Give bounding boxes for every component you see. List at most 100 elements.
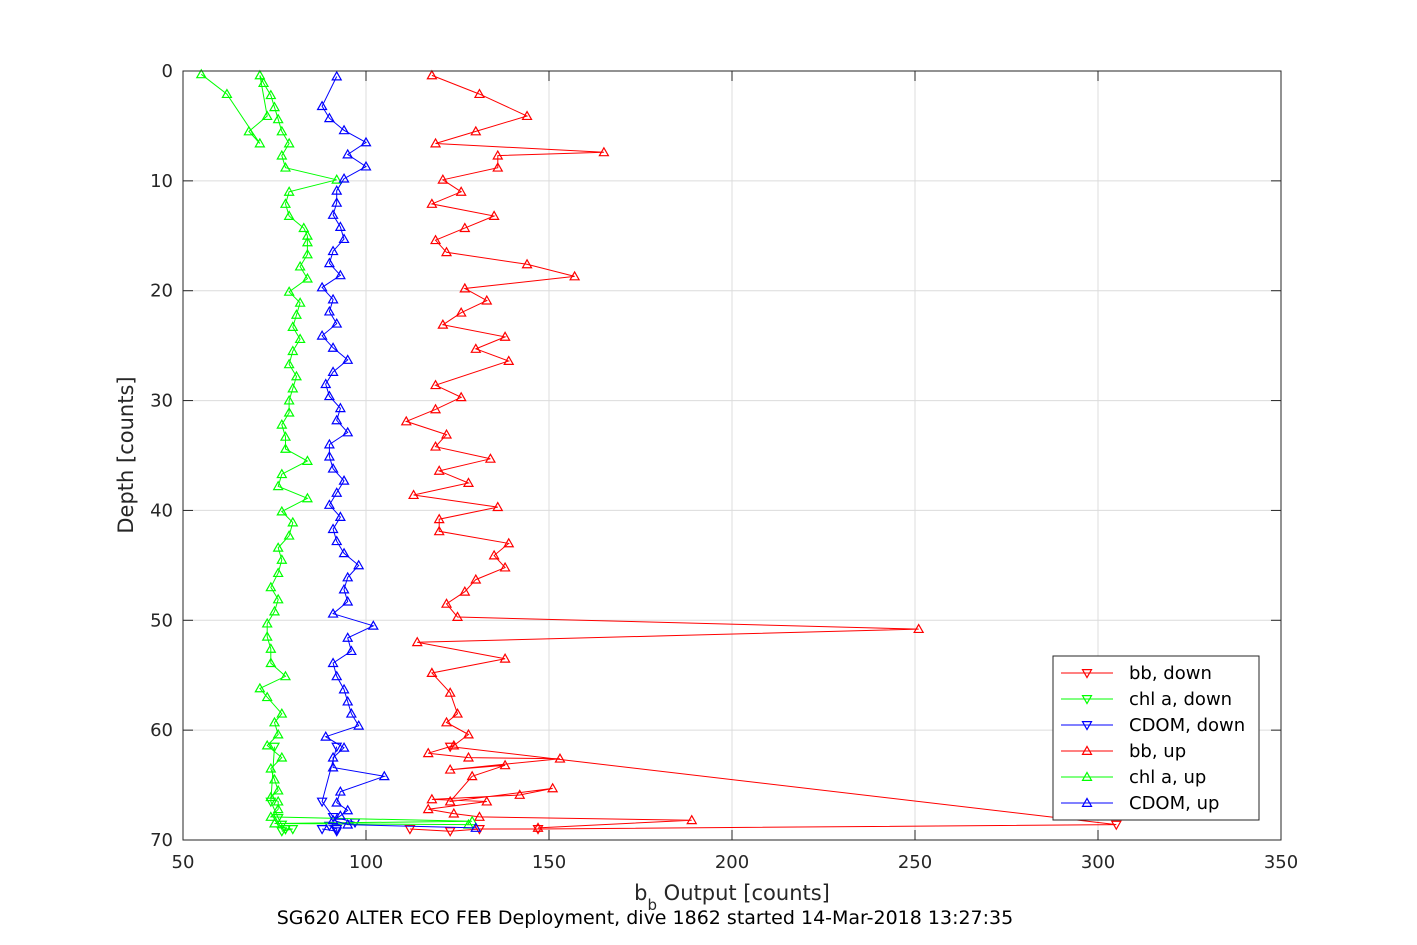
data-point-bb-up: [492, 149, 504, 160]
ticks: 50 100 150 200 250 300 350 0 10 20 30 40 50 60 70: [150, 61, 1298, 873]
data-point-chl-a-up: [301, 272, 313, 283]
data-point-cdom-up: [331, 414, 343, 425]
data-point-bb-up: [521, 110, 533, 121]
data-point-chl-a-up: [265, 581, 277, 592]
data-point-cdom-up: [342, 148, 354, 159]
y-tick-label: 40: [150, 500, 173, 521]
data-point-chl-a-up: [287, 382, 299, 393]
data-point-bb-up: [499, 759, 511, 770]
data-point-cdom-up: [360, 136, 372, 147]
data-point-bb-up: [455, 391, 467, 402]
data-point-bb-up: [569, 270, 581, 281]
data-point-chl-a-up: [268, 817, 281, 828]
y-tick-label: 20: [150, 281, 173, 302]
data-point-chl-a-up: [272, 567, 284, 578]
data-point-chl-a-up: [283, 394, 295, 405]
data-point-bb-up: [411, 636, 423, 647]
series-bb-up: [400, 69, 925, 832]
data-point-chl-a-up: [290, 370, 302, 381]
data-point-bb-up: [532, 822, 544, 832]
data-point-bb-up: [430, 441, 442, 451]
data-point-cdom-up: [331, 317, 343, 328]
data-point-cdom-up: [353, 559, 365, 570]
legend-marker-bb-down: [1081, 669, 1093, 679]
legend-marker-cdom-down: [1081, 721, 1093, 731]
data-point-chl-a-up: [283, 529, 295, 540]
data-point-bb-up: [408, 489, 420, 500]
data-point-cdom-up: [327, 342, 339, 352]
data-point-chl-a-up: [257, 77, 270, 88]
data-point-bb-down: [404, 825, 416, 835]
data-point-cdom-down: [316, 797, 328, 808]
legend-marker-chl-a-up: [1081, 771, 1093, 781]
data-point-chl-a-up: [301, 492, 313, 503]
data-point-bb-up: [481, 795, 493, 806]
x-axis-label-base: b: [634, 881, 647, 905]
data-point-chl-a-up: [272, 113, 284, 124]
data-point-cdom-up: [338, 475, 350, 485]
data-point-bb-up: [459, 586, 471, 596]
data-point-bb-up: [598, 146, 610, 157]
data-point-bb-up: [459, 282, 471, 293]
y-axis-label: Depth [counts]: [114, 376, 138, 533]
data-point-cdom-up: [323, 390, 335, 401]
data-point-bb-up: [430, 403, 442, 414]
data-point-chl-a-up: [265, 791, 277, 802]
data-point-cdom-up: [342, 354, 354, 364]
data-point-chl-a-up: [290, 309, 302, 319]
data-point-chl-a-up: [283, 358, 295, 369]
data-point-cdom-up: [320, 731, 332, 741]
data-point-chl-a-up: [254, 69, 266, 80]
data-point-chl-a-up: [265, 657, 277, 668]
data-point-bb-up: [451, 707, 464, 718]
data-point-chl-a-up: [276, 419, 288, 429]
data-point-chl-a-down: [265, 797, 277, 808]
data-point-chl-a-up: [279, 443, 292, 453]
data-point-bb-up: [499, 561, 511, 572]
data-point-cdom-up: [323, 305, 335, 316]
data-point-cdom-up: [323, 257, 335, 268]
data-point-bb-up: [440, 598, 453, 608]
data-point-cdom-up: [342, 695, 354, 706]
legend-box: [1052, 655, 1260, 821]
data-point-chl-a-up: [276, 125, 288, 136]
data-point-bb-up: [470, 573, 482, 584]
data-point-chl-a-up: [221, 88, 233, 99]
data-point-bb-up: [466, 770, 478, 781]
data-point-chl-a-up: [265, 811, 277, 821]
data-point-bb-up: [422, 747, 434, 758]
data-point-bb-up: [430, 137, 442, 148]
data-point-cdom-down: [316, 825, 328, 835]
data-point-bb-up: [913, 623, 925, 634]
data-point-bb-down: [532, 825, 544, 835]
data-point-chl-a-up: [268, 716, 281, 727]
data-point-cdom-up: [338, 583, 350, 594]
legend-label-cdom-up: CDOM, up: [1129, 793, 1219, 814]
data-point-chl-a-up: [287, 321, 299, 331]
data-point-chl-a-up: [272, 593, 284, 604]
data-point-cdom-up: [327, 209, 339, 219]
data-point-bb-up: [470, 125, 482, 136]
data-point-chl-a-up: [268, 101, 281, 112]
data-point-bb-up: [462, 477, 475, 487]
data-point-cdom-up: [331, 197, 343, 207]
x-tick-label: 50: [172, 852, 195, 873]
data-point-chl-a-down: [268, 742, 281, 753]
data-point-chl-a-up: [294, 260, 306, 271]
data-point-cdom-up: [338, 172, 350, 183]
x-axis-label-sub: b: [647, 896, 657, 914]
data-point-cdom-up: [331, 487, 343, 497]
data-point-bb-up: [547, 782, 559, 793]
data-point-cdom-up: [323, 112, 335, 123]
y-tick-label: 30: [150, 391, 173, 412]
y-tick-label: 0: [162, 61, 173, 82]
data-point-chl-a-up: [276, 751, 288, 762]
data-point-chl-a-down: [287, 825, 299, 835]
y-tick-label: 70: [150, 830, 173, 851]
data-point-chl-a-up: [301, 248, 313, 259]
series-chl-a-up: [195, 68, 478, 829]
data-point-cdom-up: [334, 511, 346, 521]
data-point-cdom-up: [338, 124, 350, 135]
series-chl-a-down: [265, 742, 299, 837]
